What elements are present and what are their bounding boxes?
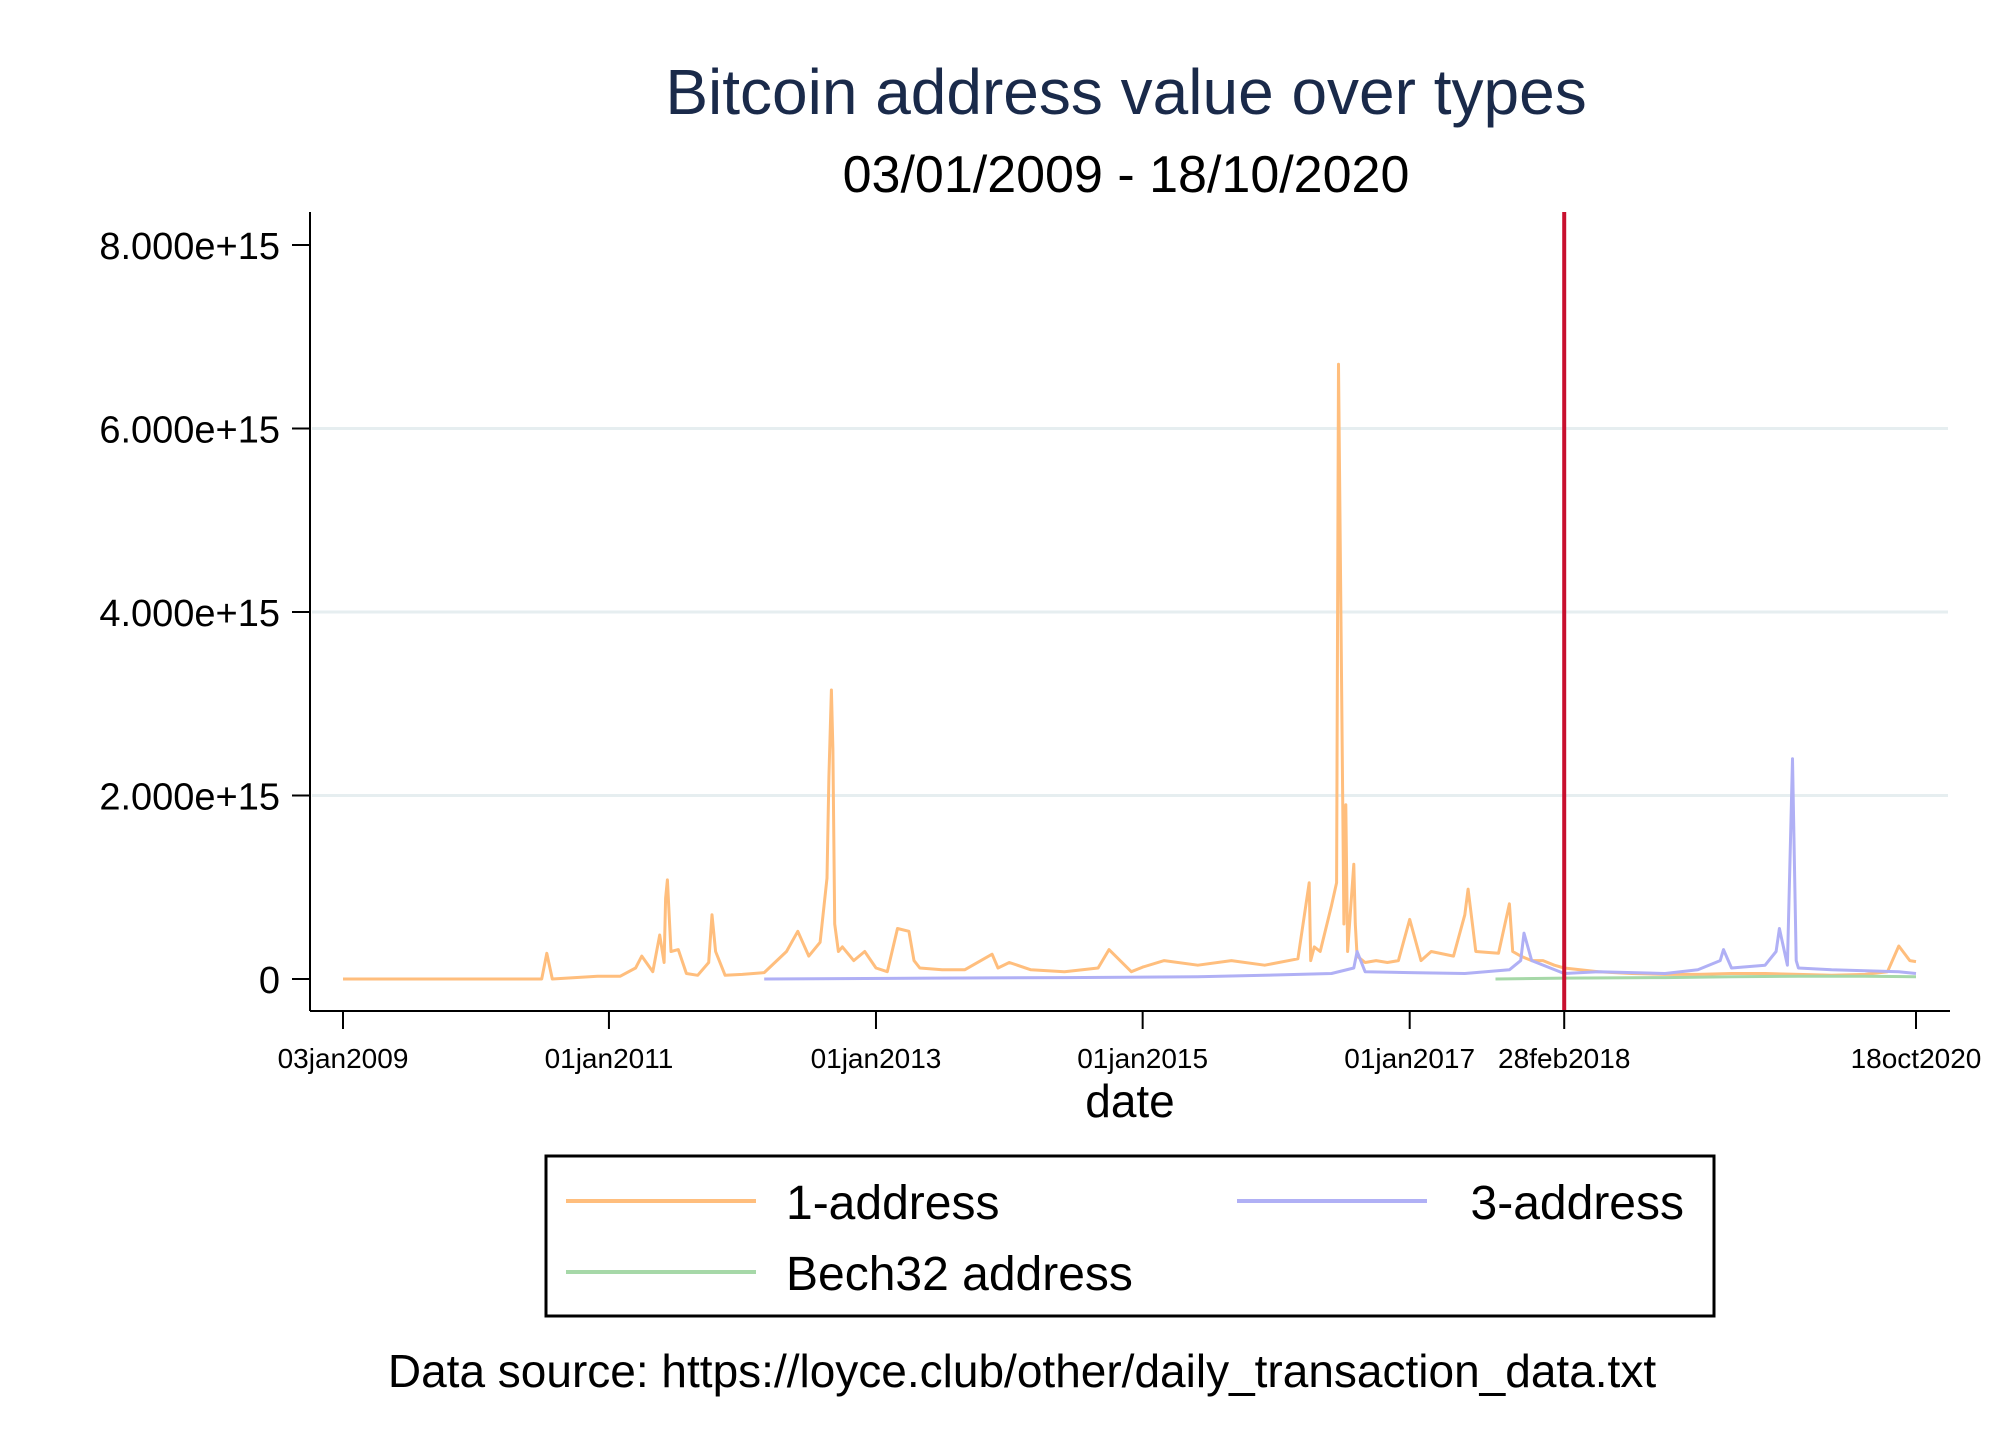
legend-label-1-address: 1-address [786, 1177, 999, 1230]
y-tick-label: 2.000e+15 [99, 777, 280, 819]
y-tick-label: 4.000e+15 [99, 593, 280, 635]
data-source-caption: Data source: https://loyce.club/other/da… [388, 1345, 1656, 1397]
y-tick-label: 8.000e+15 [99, 226, 280, 268]
y-tick-label: 0 [259, 960, 280, 1002]
chart-subtitle: 03/01/2009 - 18/10/2020 [843, 146, 1410, 204]
x-tick-label: 28feb2018 [1498, 1043, 1630, 1074]
x-axis-title: date [1085, 1075, 1175, 1127]
y-tick-label: 6.000e+15 [99, 410, 280, 452]
x-tick-label: 01jan2013 [811, 1043, 942, 1074]
y-axis-ticks: 0 2.000e+15 4.000e+15 6.000e+15 8.000e+15 [99, 226, 310, 1002]
x-tick-label: 01jan2015 [1077, 1043, 1208, 1074]
x-tick-label: 01jan2011 [545, 1043, 674, 1074]
legend-box [544, 1154, 1716, 1318]
x-axis-ticks: 03jan2009 01jan2011 01jan2013 01jan2015 01ja… [278, 1011, 1982, 1074]
legend-label-3-address: 3-address [1471, 1177, 1684, 1230]
series-line-3-address [764, 757, 1917, 981]
x-tick-label: 18oct2020 [1851, 1043, 1982, 1074]
legend: 1-address 3-address Bech32 address [544, 1154, 1716, 1318]
chart-title: Bitcoin address value over types [665, 56, 1586, 128]
x-tick-label: 01jan2017 [1344, 1043, 1475, 1074]
legend-label-bech32-address: Bech32 address [786, 1248, 1133, 1301]
x-tick-label: 03jan2009 [278, 1043, 409, 1074]
gridlines [312, 427, 1948, 797]
